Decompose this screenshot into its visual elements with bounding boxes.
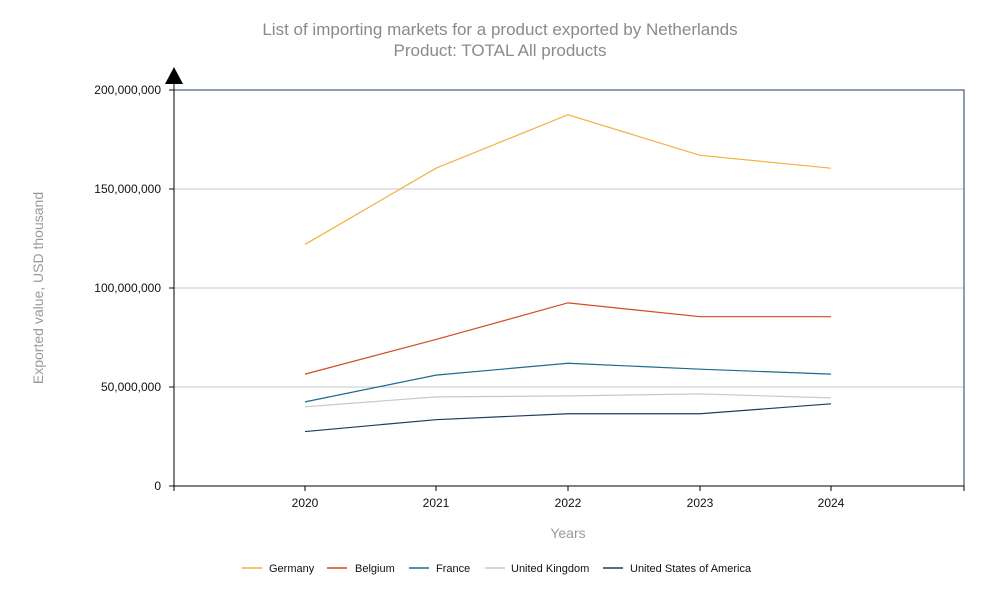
y-tick-label: 50,000,000 [101, 380, 161, 394]
y-axis-title: Exported value, USD thousand [30, 192, 46, 384]
legend-label: France [436, 563, 470, 575]
series-line-united-states-of-america [304, 403, 832, 433]
x-tick-label: 2020 [292, 496, 319, 510]
series-line-united-kingdom [304, 393, 832, 408]
legend-label: United Kingdom [511, 563, 589, 575]
y-tick-label: 200,000,000 [94, 83, 161, 97]
chart-subtitle: Product: TOTAL All products [394, 41, 607, 60]
chart-title: List of importing markets for a product … [262, 20, 737, 39]
legend-label: United States of America [630, 563, 752, 575]
x-tick-label: 2024 [818, 496, 845, 510]
y-tick-label: 100,000,000 [94, 281, 161, 295]
legend-item: Belgium [327, 563, 395, 575]
legend-item: United Kingdom [485, 563, 589, 575]
x-tick-label: 2021 [423, 496, 450, 510]
series-layer [304, 114, 832, 433]
legend: Germany Belgium France United Kingdom United… [242, 563, 752, 575]
legend-item: United States of America [603, 563, 752, 575]
x-axis-title: Years [550, 525, 585, 541]
series-line-france [304, 362, 832, 403]
legend-label: Germany [269, 563, 315, 575]
tick-layer: 0 50,000,000 100,000,000 150,000,000 200,000… [94, 83, 844, 510]
legend-item: France [409, 563, 470, 575]
y-tick-label: 150,000,000 [94, 182, 161, 196]
legend-label: Belgium [355, 563, 395, 575]
y-axis-arrow [165, 67, 183, 84]
grid-layer [174, 89, 964, 388]
x-tick-label: 2022 [555, 496, 582, 510]
legend-item: Germany [242, 563, 315, 575]
axes-layer [165, 67, 965, 491]
series-line-belgium [304, 302, 831, 375]
y-tick-label: 0 [154, 479, 161, 493]
x-tick-label: 2023 [687, 496, 714, 510]
series-line-germany [304, 114, 832, 245]
